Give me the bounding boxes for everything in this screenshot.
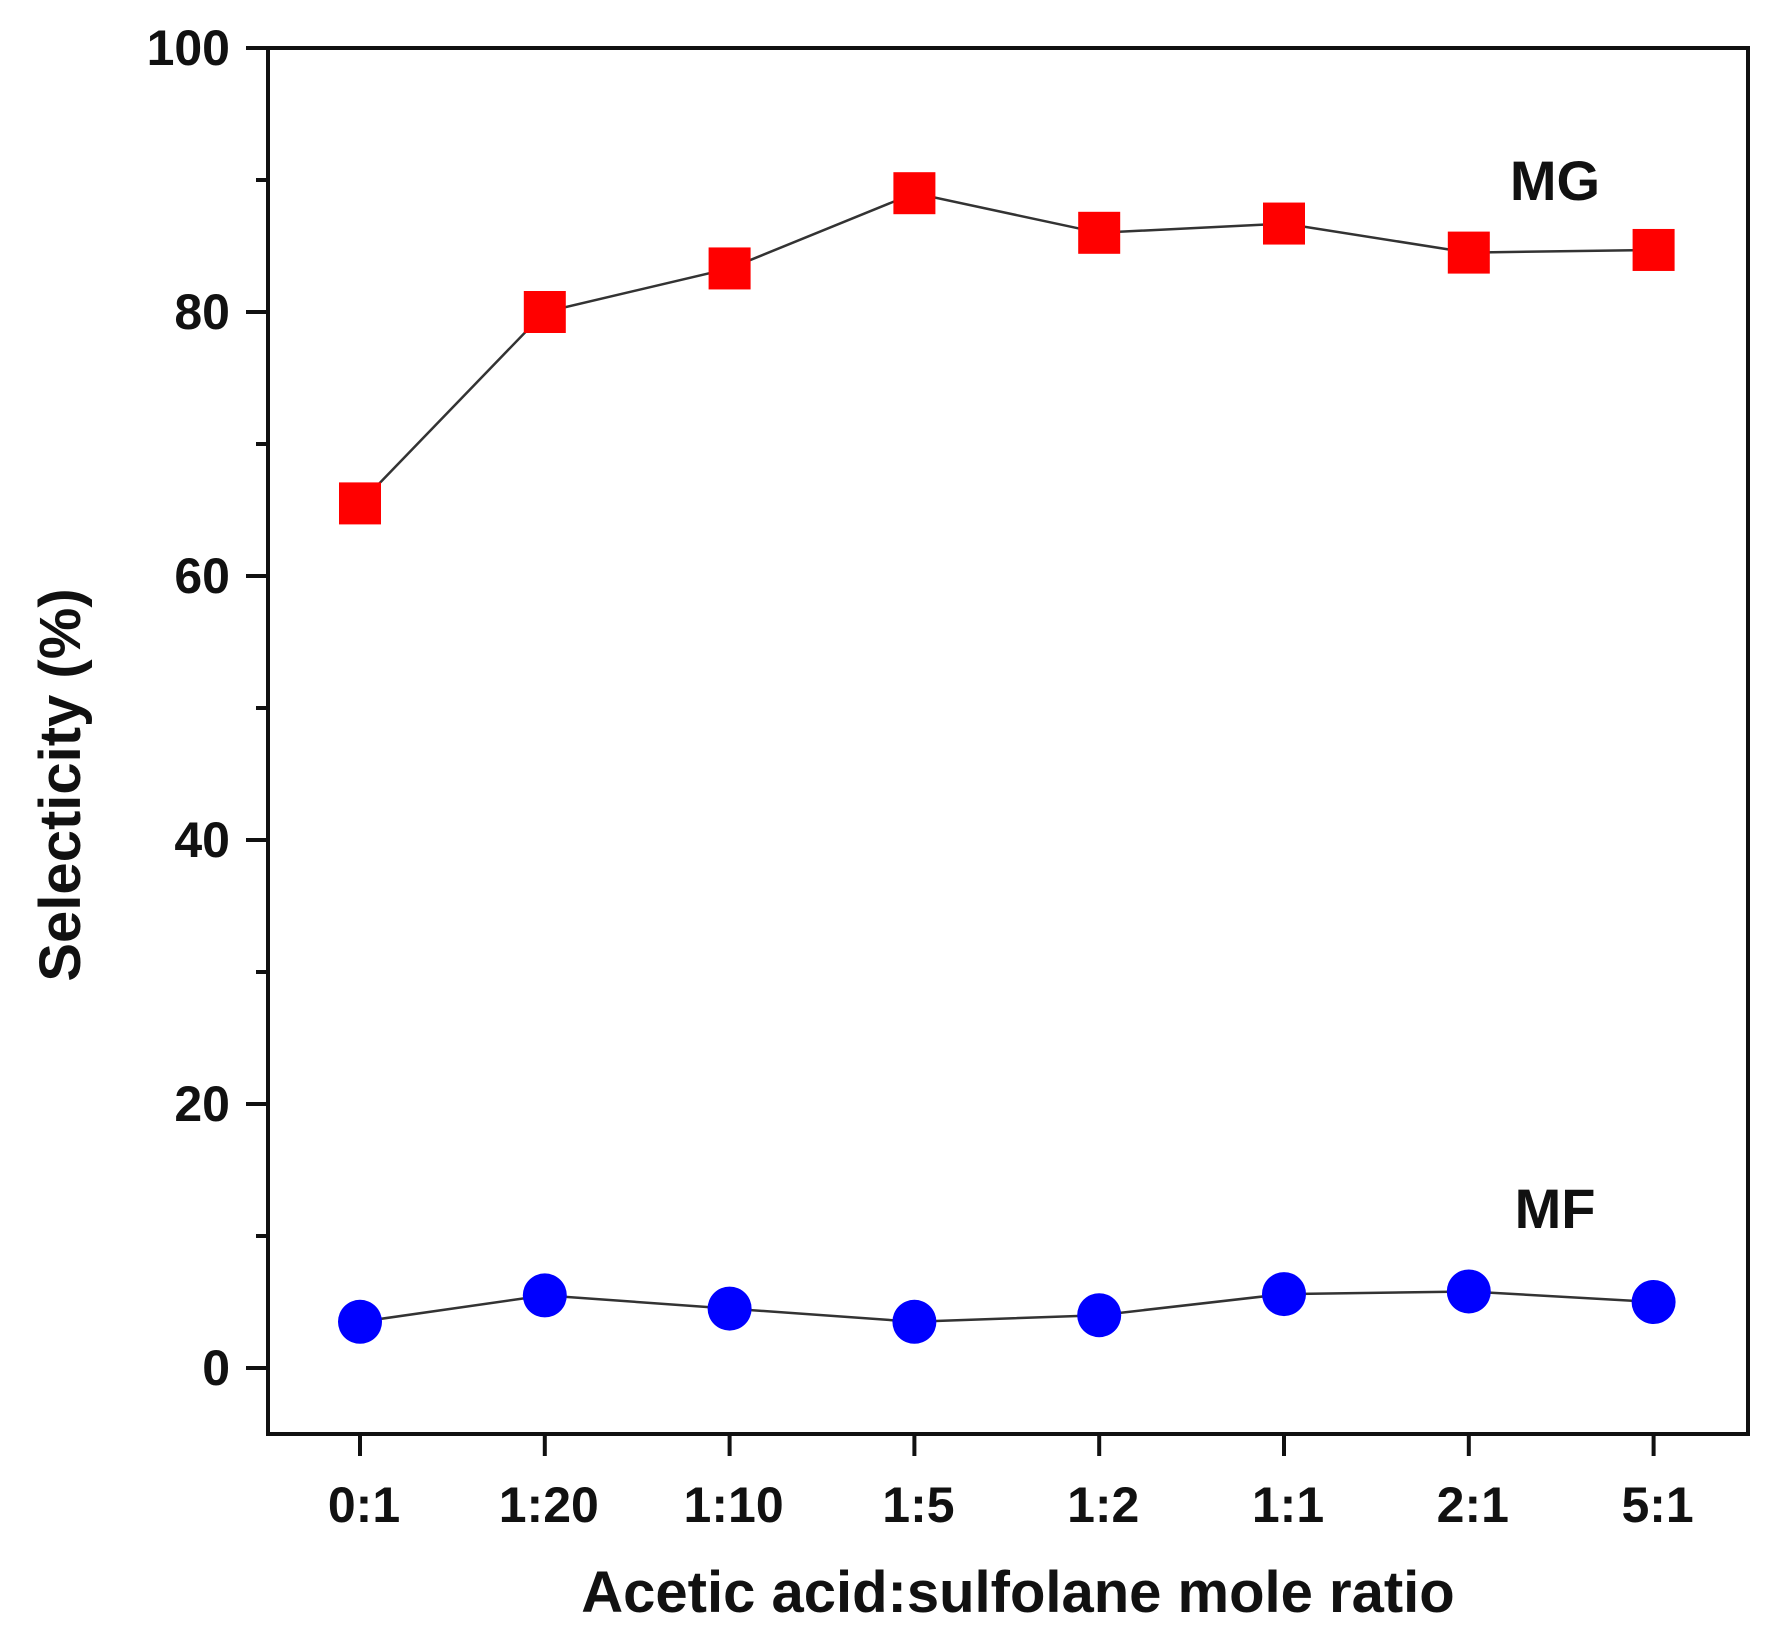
data-point-mf — [892, 1299, 937, 1344]
data-point-mg — [1632, 228, 1675, 271]
data-point-mf — [707, 1286, 752, 1331]
data-point-mf — [1631, 1280, 1676, 1324]
x-tick-label: 1:10 — [684, 1477, 784, 1533]
data-point-mg — [708, 247, 751, 290]
y-tick-label: 20 — [174, 1076, 230, 1132]
x-tick-label: 5:1 — [1621, 1477, 1693, 1533]
x-tick-label: 1:1 — [1252, 1477, 1324, 1533]
data-point-mg — [339, 482, 381, 525]
data-point-mf — [1077, 1293, 1122, 1338]
x-tick-label: 1:5 — [882, 1477, 954, 1533]
y-axis-title: Selecticity (%) — [28, 588, 93, 981]
x-tick-label: 2:1 — [1437, 1477, 1509, 1533]
data-point-mf — [1446, 1269, 1491, 1314]
y-tick-label: 60 — [174, 548, 230, 604]
series-markers — [338, 172, 1676, 1344]
x-tick-label: 1:20 — [499, 1477, 599, 1533]
plot-frame — [266, 46, 1750, 1436]
data-point-mg — [893, 172, 936, 215]
series-line-mf — [359, 1290, 1654, 1324]
data-point-mf — [338, 1299, 382, 1344]
x-tick-label: 0:1 — [328, 1477, 400, 1533]
y-tick-label: 100 — [147, 20, 230, 76]
data-point-mg — [523, 291, 566, 333]
data-point-mg — [1447, 231, 1490, 274]
y-tick-label: 0 — [202, 1340, 230, 1396]
data-point-mg — [1078, 211, 1121, 254]
x-axis-ticks: 0:1 1:20 1:10 1:5 1:2 1:1 2:1 5:1 — [328, 1434, 1694, 1533]
x-axis-title: Acetic acid:sulfolane mole ratio — [581, 1560, 1454, 1625]
series-line-mg — [359, 191, 1654, 505]
y-tick-label: 80 — [174, 284, 230, 340]
y-tick-label: 40 — [174, 812, 230, 868]
data-point-mf — [1262, 1272, 1306, 1317]
series-label-mg: MG — [1510, 149, 1600, 212]
series-label-mf: MF — [1515, 1177, 1596, 1240]
series-lines — [359, 191, 1654, 1324]
data-point-mf — [522, 1273, 567, 1318]
x-tick-label: 1:2 — [1067, 1477, 1139, 1533]
data-point-mg — [1263, 202, 1305, 245]
y-axis-ticks: 0 20 40 60 80 100 — [147, 20, 268, 1396]
